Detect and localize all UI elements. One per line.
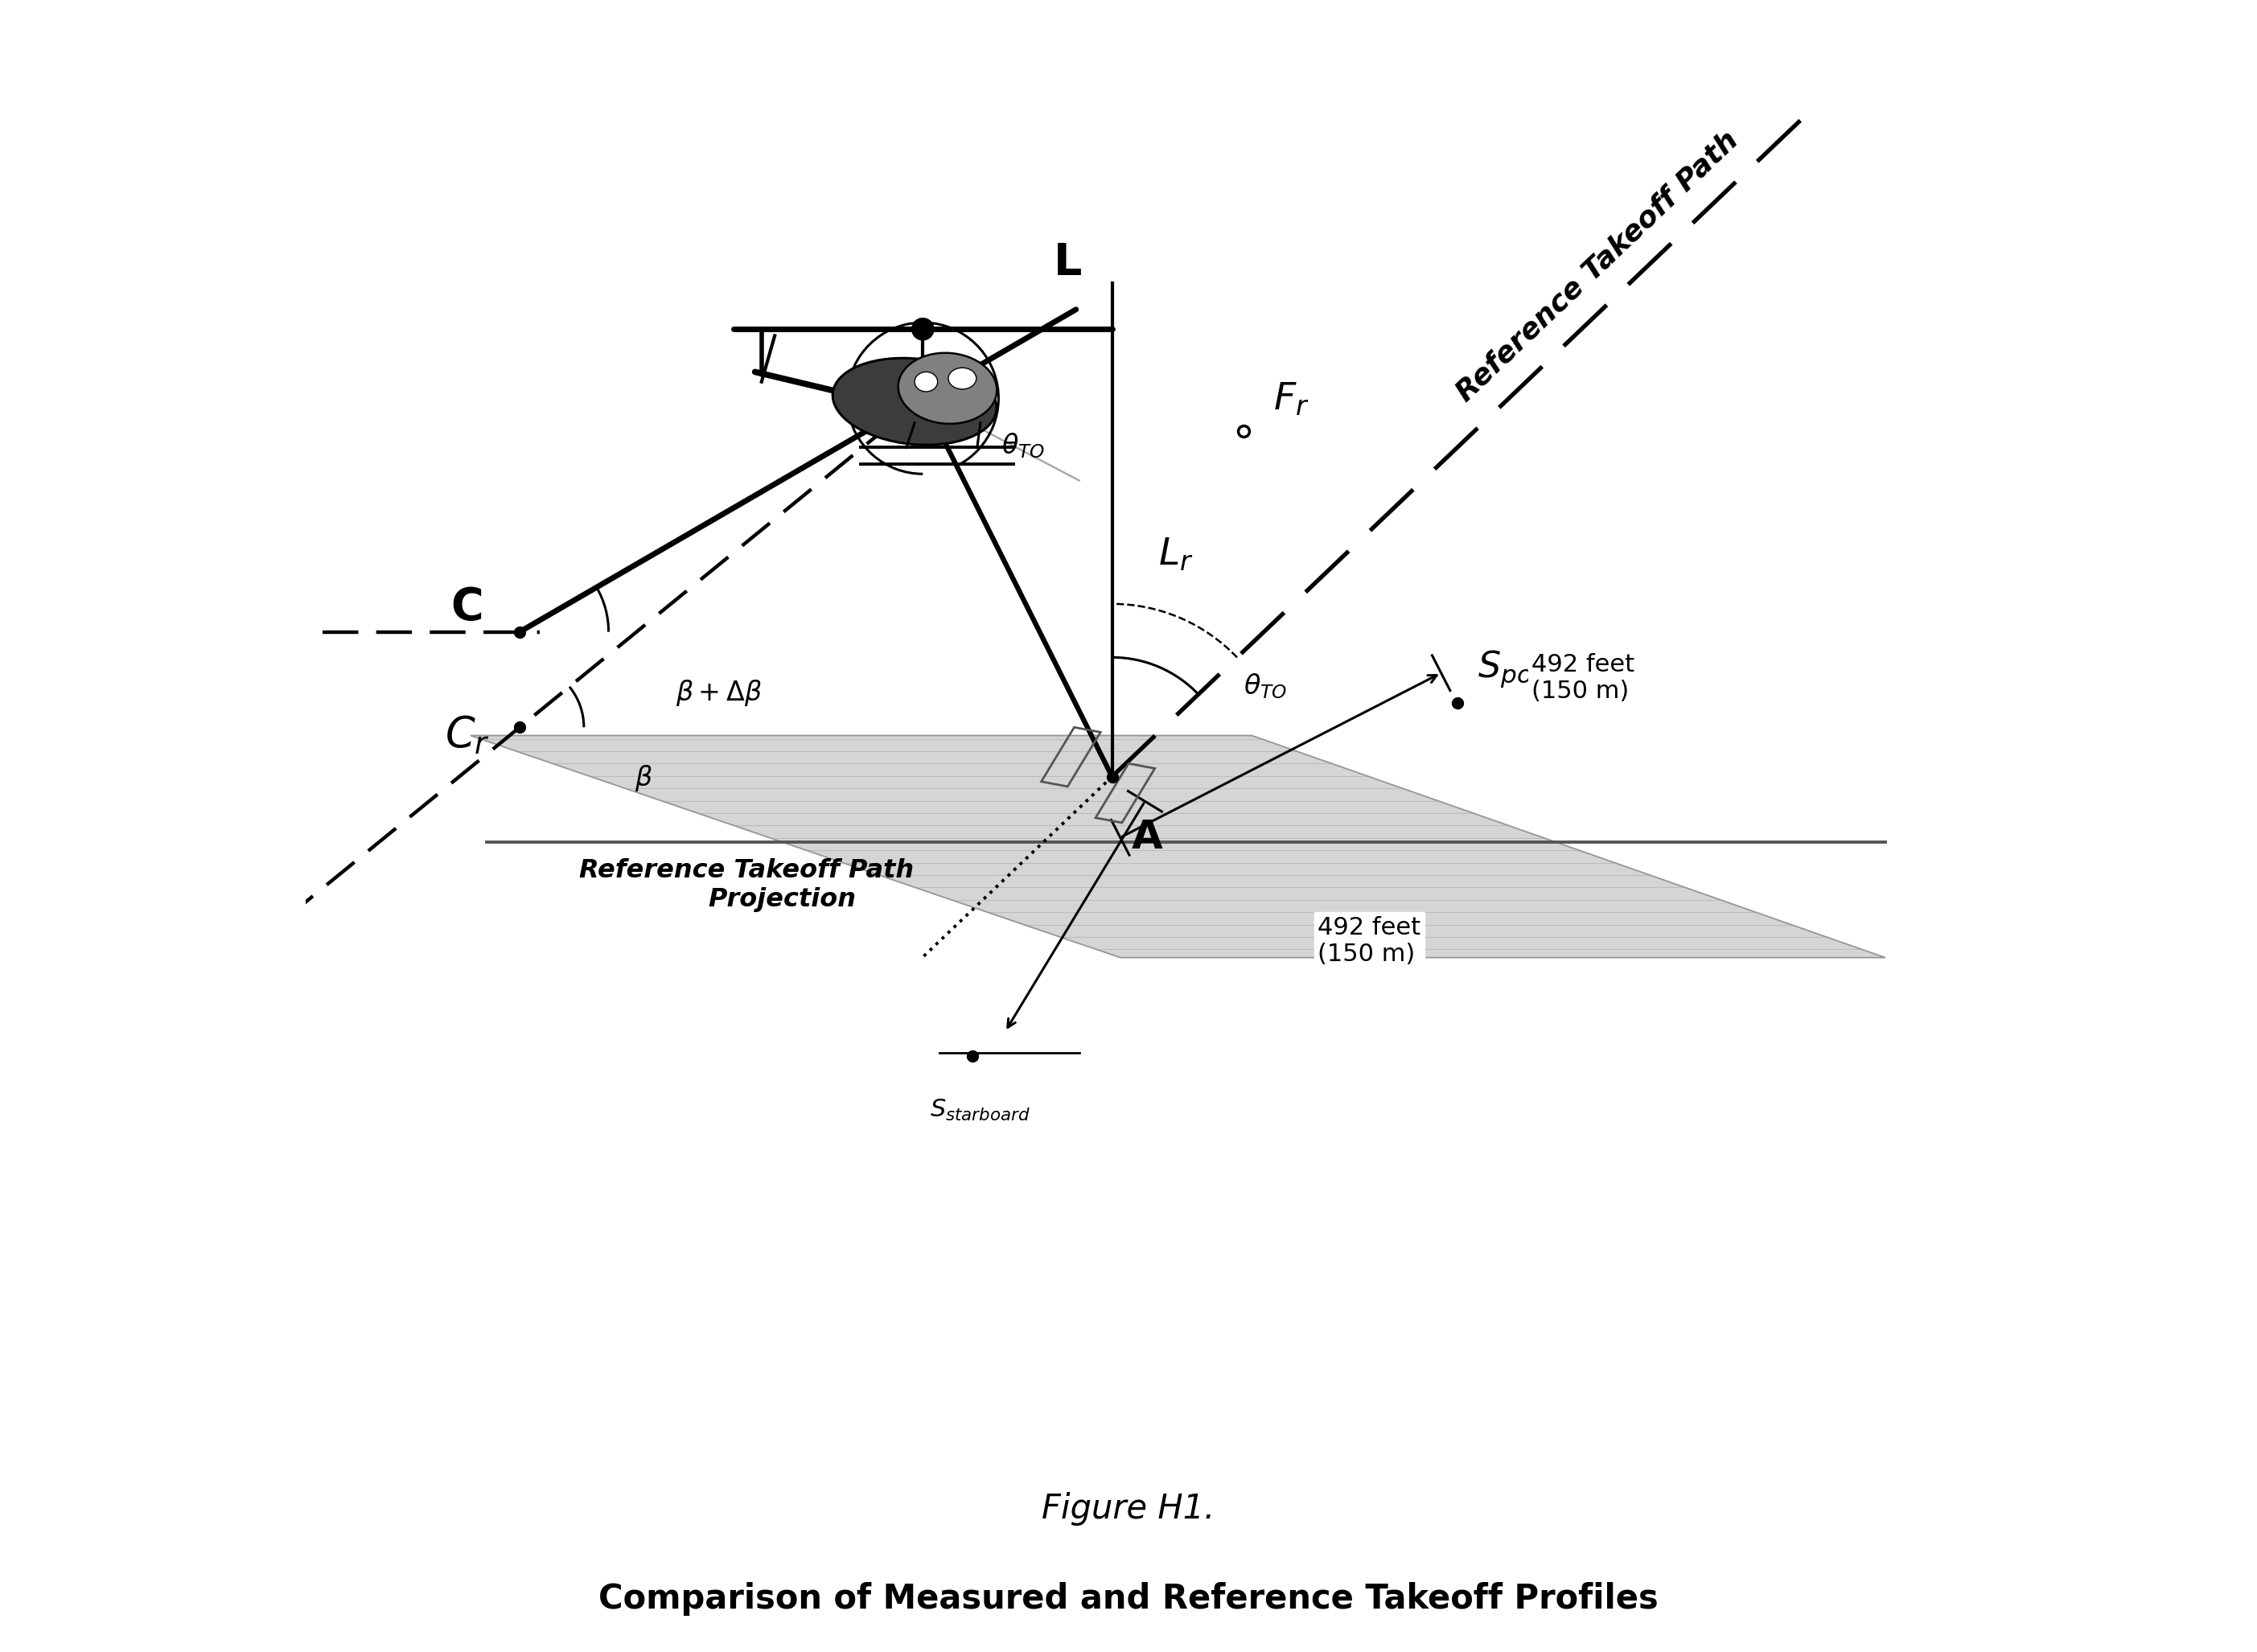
Text: $\beta$: $\beta$ (634, 763, 652, 793)
Text: $S_{starboard}$: $S_{starboard}$ (930, 1097, 1031, 1122)
Point (1095, 763, 1131, 790)
Text: 492 feet
(150 m): 492 feet (150 m) (1318, 915, 1420, 966)
Ellipse shape (914, 372, 937, 392)
Text: $F_r$: $F_r$ (1273, 382, 1309, 418)
Text: L: L (1054, 241, 1081, 284)
Text: $L_r$: $L_r$ (1158, 537, 1194, 573)
Ellipse shape (833, 358, 998, 444)
Ellipse shape (898, 354, 998, 425)
Circle shape (912, 317, 934, 340)
Text: Comparison of Measured and Reference Takeoff Profiles: Comparison of Measured and Reference Tak… (598, 1583, 1659, 1616)
Point (501, 618, 537, 644)
Text: Reference Takeoff Path: Reference Takeoff Path (1451, 126, 1745, 406)
Text: $S_{port}$: $S_{port}$ (1478, 649, 1553, 689)
Point (1226, 418, 1262, 444)
Text: $\theta_{TO}$: $\theta_{TO}$ (1244, 672, 1286, 700)
Text: Figure H1.: Figure H1. (1043, 1492, 1214, 1526)
Text: C: C (451, 585, 483, 629)
Ellipse shape (948, 368, 977, 390)
Text: A: A (1131, 818, 1162, 856)
Text: Reference Takeoff Path
        Projection: Reference Takeoff Path Projection (580, 859, 914, 912)
Point (501, 714, 537, 740)
Text: $\beta + \Delta\beta$: $\beta + \Delta\beta$ (677, 677, 763, 707)
Point (1440, 689, 1476, 715)
Text: 492 feet
(150 m): 492 feet (150 m) (1533, 653, 1634, 704)
Point (955, 1042, 991, 1069)
Text: $\theta_{TO}$: $\theta_{TO}$ (1002, 431, 1045, 459)
Text: $C_r$: $C_r$ (445, 715, 490, 757)
Polygon shape (469, 735, 1885, 958)
